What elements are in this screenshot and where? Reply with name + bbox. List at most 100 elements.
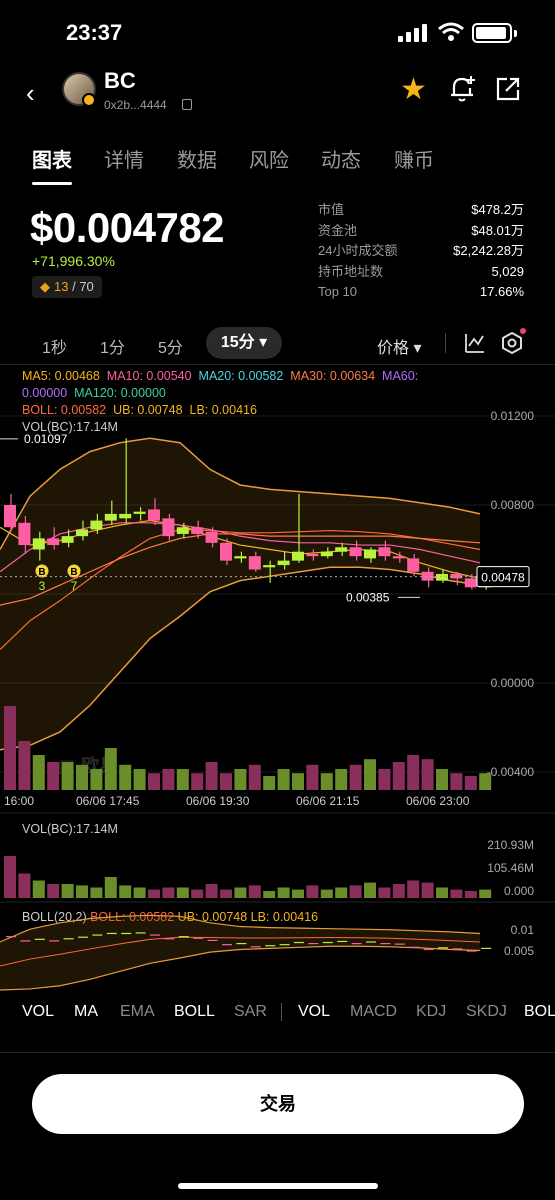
vol-sub-bar bbox=[421, 882, 434, 898]
tab-activity[interactable]: 动态 bbox=[321, 150, 361, 172]
toolbar-ema[interactable]: EMA bbox=[120, 1003, 155, 1020]
indicator-icon[interactable] bbox=[464, 332, 486, 354]
vol-sub-bar bbox=[306, 885, 319, 898]
volume-bar bbox=[320, 773, 333, 790]
tab-details[interactable]: 详情 bbox=[104, 150, 144, 172]
boll-lower-line bbox=[0, 566, 481, 751]
toolbar-boll[interactable]: BOLL bbox=[174, 1003, 215, 1020]
current-price-label: 0.00478 bbox=[481, 571, 525, 585]
vol-sub-bar bbox=[436, 887, 448, 898]
volume-bar bbox=[292, 773, 304, 790]
volume-bar bbox=[148, 773, 160, 790]
candle bbox=[205, 531, 218, 543]
vol-tick-label: 105.46M bbox=[487, 861, 534, 875]
volume-bar bbox=[407, 755, 420, 790]
price-change: +71,996.30% bbox=[32, 253, 115, 269]
buy-marker-count: 7 bbox=[71, 579, 78, 593]
token-name: BC bbox=[104, 68, 136, 93]
home-indicator bbox=[178, 1183, 378, 1189]
vol-sub-bar bbox=[76, 885, 88, 898]
toolbar-skdj[interactable]: SKDJ bbox=[466, 1003, 507, 1020]
toolbar-vol-sub[interactable]: VOL bbox=[298, 1003, 331, 1020]
volume-bar bbox=[162, 769, 175, 790]
low-price-label: 0.00385 bbox=[346, 590, 390, 604]
volume-bar bbox=[306, 764, 319, 790]
trade-button[interactable]: 交易 bbox=[32, 1074, 524, 1134]
volume-bar bbox=[76, 764, 88, 790]
vol-sub-bar bbox=[47, 884, 60, 898]
volume-bar bbox=[61, 762, 74, 790]
interval-1m[interactable]: 1分 bbox=[100, 340, 125, 357]
stat-row: 持币地址数 5,029 bbox=[318, 263, 524, 279]
candle bbox=[32, 538, 45, 550]
battery-tip bbox=[514, 30, 517, 37]
price-dropdown[interactable]: 价格 ▾ bbox=[377, 340, 422, 357]
x-tick-label: 06/06 17:45 bbox=[76, 794, 140, 808]
interval-15m[interactable]: 15分 ▾ bbox=[206, 327, 282, 359]
toolbar-boll-sub[interactable]: BOL bbox=[524, 1003, 555, 1020]
y-tick-label: 0.01200 bbox=[491, 409, 535, 423]
volume-bar bbox=[421, 759, 434, 790]
vol-sub-bar bbox=[4, 856, 16, 898]
buy-marker-letter: B bbox=[38, 567, 45, 578]
diamond-icon: ◆ bbox=[40, 279, 50, 294]
volume-bar bbox=[392, 762, 405, 790]
volume-bar bbox=[4, 706, 16, 790]
tab-earn[interactable]: 赚币 bbox=[394, 150, 434, 172]
boll-tick-label: 0.01 bbox=[511, 923, 535, 937]
candle bbox=[335, 547, 348, 552]
volume-bar bbox=[119, 764, 132, 790]
back-icon[interactable]: ‹ bbox=[26, 78, 35, 108]
copy-icon[interactable] bbox=[182, 99, 192, 110]
candle bbox=[306, 553, 319, 557]
x-tick-label: 06/06 21:15 bbox=[296, 794, 360, 808]
tab-risk[interactable]: 风险 bbox=[249, 150, 289, 172]
volume-bar bbox=[234, 769, 247, 790]
candle bbox=[4, 505, 16, 528]
boll-legend: BOLL: 0.00582 UB: 0.00748 LB: 0.00416 bbox=[22, 403, 257, 417]
divider bbox=[0, 364, 555, 365]
alert-bell-icon[interactable] bbox=[447, 74, 477, 104]
tab-data[interactable]: 数据 bbox=[177, 150, 217, 172]
volume-bar bbox=[90, 769, 103, 790]
vol-sub-bar bbox=[119, 885, 132, 898]
vol-sub-bar bbox=[32, 880, 45, 898]
candle bbox=[349, 547, 362, 557]
toolbar-vol[interactable]: VOL bbox=[22, 1003, 55, 1020]
candle bbox=[392, 556, 405, 559]
kline-chart[interactable]: 0.010970.00385B3B70.004780.012000.008000… bbox=[0, 365, 555, 995]
toolbar-macd[interactable]: MACD bbox=[350, 1003, 398, 1020]
interval-5m[interactable]: 5分 bbox=[158, 340, 183, 357]
boll-tick-label: 0.005 bbox=[504, 944, 534, 958]
vol-sub-bar bbox=[148, 889, 160, 898]
notification-dot bbox=[520, 328, 526, 334]
y-tick-label: -0.00400 bbox=[487, 765, 535, 779]
boll-upper-line bbox=[0, 437, 481, 550]
rank-badge[interactable]: ◆ 13 / 70 bbox=[32, 276, 102, 298]
vol-sub-bar bbox=[364, 882, 376, 898]
toolbar-kdj[interactable]: KDJ bbox=[416, 1003, 447, 1020]
x-tick-label: 16:00 bbox=[4, 794, 34, 808]
candle bbox=[421, 571, 434, 581]
vol-sub-bar bbox=[263, 891, 276, 898]
buy-marker-letter: B bbox=[70, 567, 77, 578]
volume-bar bbox=[263, 776, 276, 790]
vol-sub-bar bbox=[320, 889, 333, 898]
interval-1s[interactable]: 1秒 bbox=[42, 340, 67, 357]
volume-bar bbox=[18, 741, 31, 790]
vol-sub-bar bbox=[479, 889, 492, 898]
gear-icon[interactable] bbox=[500, 331, 524, 355]
star-icon[interactable]: ★ bbox=[400, 73, 427, 106]
current-price-box bbox=[476, 566, 530, 588]
vol-tick-label: 210.93M bbox=[487, 838, 534, 852]
toolbar-ma[interactable]: MA bbox=[74, 1003, 98, 1020]
high-price-label: 0.01097 bbox=[24, 432, 68, 446]
vol-sub-bar bbox=[61, 884, 74, 898]
tab-chart[interactable]: 图表 bbox=[32, 150, 72, 172]
toolbar-sar[interactable]: SAR bbox=[234, 1003, 267, 1020]
rank-current: 13 bbox=[54, 279, 69, 294]
volume-bar bbox=[220, 773, 232, 790]
buy-marker-icon bbox=[35, 564, 49, 578]
share-icon[interactable] bbox=[495, 76, 521, 102]
ma-legend-row-2: 0.00000 MA120: 0.00000 bbox=[22, 386, 166, 400]
